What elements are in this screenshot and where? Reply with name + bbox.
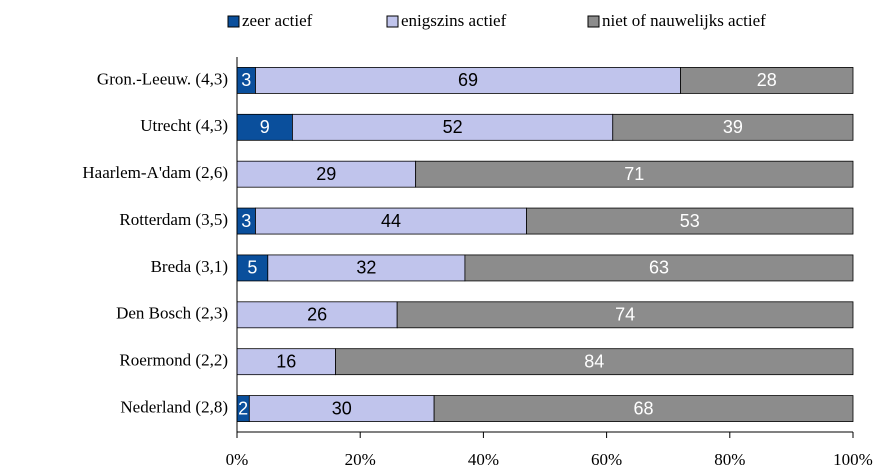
x-tick-label: 80% — [714, 450, 745, 469]
data-label: 5 — [247, 258, 257, 278]
legend-swatch — [587, 15, 600, 28]
data-label: 69 — [458, 70, 478, 90]
bar-segment — [236, 113, 293, 141]
x-tick-label: 0% — [226, 450, 249, 469]
data-label: 44 — [381, 211, 401, 231]
bar-segment — [680, 67, 854, 94]
y-tick-label: Breda (3,1) — [151, 257, 228, 276]
y-tick-label: Rotterdam (3,5) — [119, 210, 228, 229]
data-label: 3 — [241, 70, 251, 90]
legend-label: niet of nauwelijks actief — [602, 11, 766, 30]
x-tick-label: 20% — [345, 450, 376, 469]
data-label: 63 — [649, 258, 669, 278]
y-tick-label: Den Bosch (2,3) — [116, 304, 228, 323]
bar-segment — [612, 113, 854, 141]
data-label: 74 — [615, 305, 635, 325]
bar-segment — [236, 160, 417, 188]
data-label: 16 — [276, 351, 296, 371]
y-tick-label: Nederland (2,8) — [120, 397, 228, 416]
bar-segment — [292, 113, 614, 141]
data-label: 32 — [356, 258, 376, 278]
data-label: 84 — [584, 351, 604, 371]
bar-segment — [335, 348, 854, 376]
y-tick-label: Gron.-Leeuw. (4,3) — [97, 69, 228, 88]
data-label: 30 — [332, 398, 352, 418]
data-label: 9 — [260, 117, 270, 137]
legend-label: zeer actief — [242, 11, 313, 30]
bar-segment — [255, 67, 681, 94]
data-label: 71 — [624, 164, 644, 184]
data-label: 68 — [634, 398, 654, 418]
x-tick-label: 40% — [468, 450, 499, 469]
bar-segment — [464, 254, 854, 282]
bar-segment — [236, 254, 269, 282]
data-label: 29 — [316, 164, 336, 184]
y-tick-label: Haarlem-A'dam (2,6) — [82, 163, 228, 182]
data-label: 28 — [757, 70, 777, 90]
y-tick-label: Utrecht (4,3) — [140, 116, 228, 135]
legend-label: enigszins actief — [401, 11, 507, 30]
x-tick-label: 100% — [833, 450, 873, 469]
data-label: 26 — [307, 305, 327, 325]
bar-segment — [396, 301, 854, 329]
data-label: 39 — [723, 117, 743, 137]
data-label: 2 — [238, 398, 248, 418]
bar-segment — [267, 254, 466, 282]
bar-segment — [236, 301, 398, 329]
bar-segment — [526, 207, 854, 235]
legend-swatch — [227, 15, 240, 28]
bar-segment — [433, 395, 854, 422]
data-label: 52 — [443, 117, 463, 137]
data-label: 53 — [680, 211, 700, 231]
bar-segment — [248, 395, 435, 422]
bar-segment — [255, 207, 527, 235]
data-label: 3 — [241, 211, 251, 231]
y-tick-label: Roermond (2,2) — [119, 351, 228, 370]
x-tick-label: 60% — [591, 450, 622, 469]
bar-segment — [415, 160, 854, 188]
legend-swatch — [386, 15, 399, 28]
